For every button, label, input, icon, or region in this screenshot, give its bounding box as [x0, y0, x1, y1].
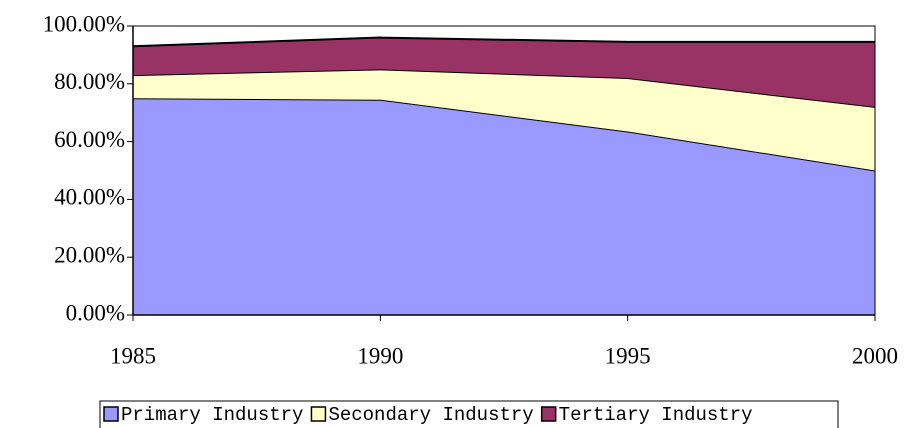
area [133, 98, 875, 315]
area-line [132, 36, 875, 48]
y-tick-label: 100.00% [43, 11, 125, 36]
legend-label: Secondary Industry [328, 404, 533, 426]
legend-swatch [540, 406, 557, 422]
x-tick-label: 1990 [357, 343, 403, 368]
legend-box [99, 400, 839, 428]
area [133, 37, 875, 107]
legend-label: Primary Industry [121, 404, 303, 426]
legend-swatch [310, 406, 327, 422]
x-tick-label: 1985 [110, 343, 156, 368]
y-tick-label: 20.00% [54, 242, 125, 267]
y-tick-label: 0.00% [66, 300, 125, 325]
legend-label: Tertiary Industry [559, 404, 753, 426]
x-tick-label: 1995 [605, 343, 651, 368]
x-tick-label: 2000 [852, 343, 898, 368]
area [133, 69, 875, 171]
legend-swatch [103, 406, 119, 422]
y-tick-label: 40.00% [54, 185, 125, 210]
y-tick-label: 80.00% [54, 69, 125, 94]
y-tick-label: 60.00% [54, 127, 125, 152]
